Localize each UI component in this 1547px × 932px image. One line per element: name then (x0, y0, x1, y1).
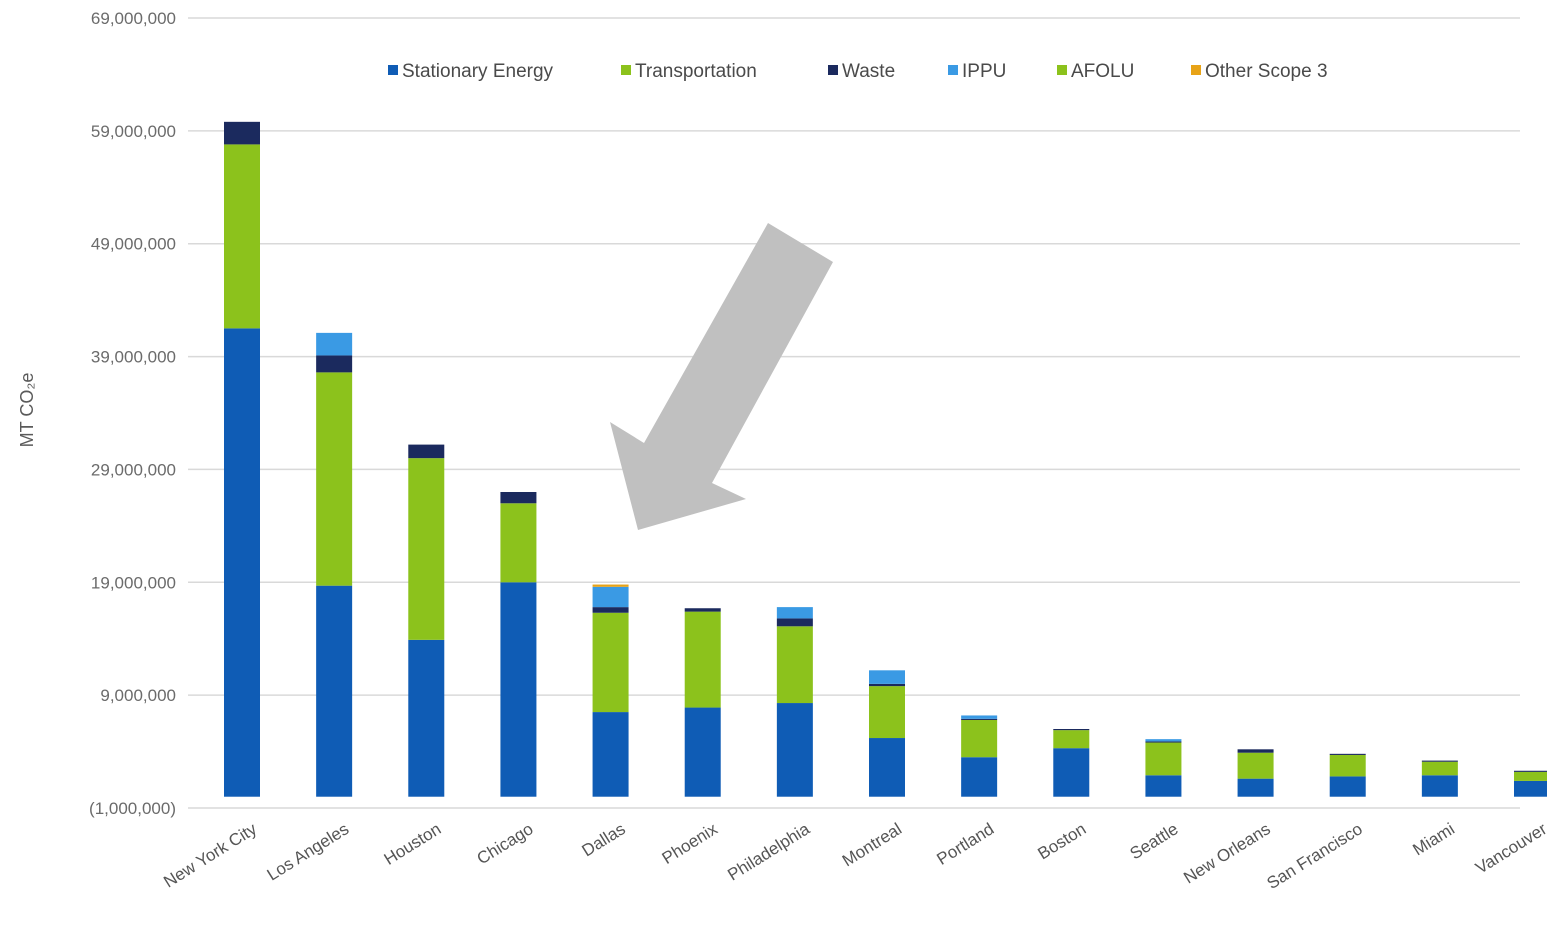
bar-montreal-waste (869, 683, 905, 687)
bar-portland-ippu (961, 715, 998, 719)
bar-los-angeles-transportation (316, 372, 353, 586)
y-tick-label: 69,000,000 (91, 9, 176, 28)
y-axis-title: MT CO₂e (17, 373, 37, 448)
bar-san-francisco-transportation (1329, 754, 1366, 777)
bar-los-angeles-ippu (316, 332, 353, 356)
bar-dallas-ippu (592, 586, 629, 608)
x-tick-label-montreal: Montreal (839, 819, 905, 870)
bar-philadelphia-transportation (776, 626, 813, 704)
bar-new-york-city-waste (224, 121, 260, 145)
bar-philadelphia-ippu (776, 607, 813, 619)
x-tick-label-los-angeles: Los Angeles (264, 819, 353, 884)
bar-new-orleans-waste (1237, 749, 1274, 753)
bar-chicago-transportation (500, 503, 537, 583)
bar-seattle-transportation (1145, 742, 1182, 776)
legend-swatch-afolu (1057, 65, 1067, 75)
x-tick-label-portland: Portland (933, 819, 997, 869)
x-tick-label-phoenix: Phoenix (659, 819, 722, 868)
bar-phoenix-waste (684, 608, 721, 612)
x-tick-label-vancouver: Vancouver (1472, 819, 1547, 878)
bar-vancouver-waste (1514, 770, 1547, 772)
bar-vancouver-stationary-energy (1514, 780, 1547, 797)
bar-houston-transportation (408, 458, 445, 640)
legend-label-waste: Waste (842, 61, 895, 82)
bar-miami-stationary-energy (1421, 775, 1458, 797)
bar-new-york-city-transportation (224, 144, 260, 329)
y-tick-label: 59,000,000 (91, 122, 176, 141)
legend-swatch-other-scope-3 (1191, 65, 1201, 75)
bar-new-orleans-stationary-energy (1237, 778, 1274, 797)
legend-swatch-ippu (948, 65, 958, 75)
bar-chicago-stationary-energy (500, 582, 537, 797)
x-tick-label-miami: Miami (1409, 819, 1458, 859)
bar-dallas-other-scope-3 (592, 584, 629, 587)
bar-seattle-stationary-energy (1145, 775, 1182, 797)
bar-boston-transportation (1053, 730, 1090, 749)
legend-swatch-stationary-energy (388, 65, 398, 75)
x-tick-label-chicago: Chicago (474, 819, 537, 868)
bar-dallas-transportation (592, 612, 629, 713)
x-tick-label-new-orleans: New Orleans (1180, 819, 1273, 887)
grid (188, 17, 1520, 809)
legend-label-ippu: IPPU (962, 61, 1006, 82)
y-tick-label: 19,000,000 (91, 573, 176, 592)
x-tick-label-houston: Houston (381, 819, 445, 869)
bar-houston-stationary-energy (408, 639, 445, 797)
bar-houston-waste (408, 444, 445, 459)
bar-philadelphia-stationary-energy (776, 703, 813, 797)
bar-phoenix-stationary-energy (684, 707, 721, 797)
bar-seattle-waste (1145, 741, 1182, 743)
bar-portland-transportation (961, 719, 998, 758)
bar-san-francisco-stationary-energy (1329, 776, 1366, 797)
bar-miami-transportation (1421, 761, 1458, 776)
bar-san-francisco-waste (1329, 753, 1366, 755)
x-axis-category-labels: New York City Los Angeles Houston Chicago Da… (160, 819, 1547, 893)
bar-vancouver-transportation (1514, 771, 1547, 781)
bar-montreal-stationary-energy (869, 738, 905, 797)
x-tick-label-new-york-city: New York City (160, 819, 260, 891)
x-tick-label-san-francisco: San Francisco (1264, 819, 1366, 893)
x-tick-label-seattle: Seattle (1127, 819, 1182, 863)
bar-boston-stationary-energy (1053, 748, 1090, 797)
legend-label-stationary-energy: Stationary Energy (402, 61, 554, 82)
annotation-arrow (610, 223, 833, 530)
bar-montreal-transportation (869, 686, 905, 739)
y-axis-ticks: 69,000,000 59,000,000 49,000,000 39,000,000… (89, 9, 176, 818)
y-tick-label: 49,000,000 (91, 235, 176, 254)
bar-seattle-ippu (1145, 739, 1182, 742)
bar-dallas-waste (592, 607, 629, 613)
bar-los-angeles-waste (316, 355, 353, 373)
bar-phoenix-transportation (684, 611, 721, 708)
y-tick-label: 39,000,000 (91, 348, 176, 367)
bar-new-orleans-transportation (1237, 752, 1274, 779)
legend-label-afolu: AFOLU (1071, 61, 1134, 82)
bars (224, 121, 1547, 797)
bar-boston-waste (1053, 729, 1090, 731)
bar-montreal-ippu (869, 670, 905, 684)
legend-label-transportation: Transportation (635, 61, 757, 82)
x-tick-label-dallas: Dallas (579, 819, 629, 860)
bar-los-angeles-stationary-energy (316, 585, 353, 797)
bar-dallas-stationary-energy (592, 712, 629, 797)
bar-portland-waste (961, 718, 998, 720)
x-tick-label-boston: Boston (1034, 819, 1089, 863)
legend-swatch-waste (828, 65, 838, 75)
y-tick-label: 9,000,000 (100, 686, 176, 705)
y-tick-label: 29,000,000 (91, 460, 176, 479)
bar-philadelphia-waste (776, 618, 813, 627)
legend-label-other-scope-3: Other Scope 3 (1205, 61, 1328, 82)
legend-swatch-transportation (621, 65, 631, 75)
bar-portland-stationary-energy (961, 757, 998, 797)
bar-new-york-city-stationary-energy (224, 328, 260, 797)
bar-chicago-waste (500, 492, 537, 504)
arrow-shape (610, 223, 833, 530)
x-tick-label-philadelphia: Philadelphia (724, 819, 813, 884)
bar-miami-waste (1421, 760, 1458, 762)
y-tick-label: (1,000,000) (89, 799, 176, 818)
legend: Stationary Energy Transportation Waste IPPU… (388, 61, 1328, 82)
